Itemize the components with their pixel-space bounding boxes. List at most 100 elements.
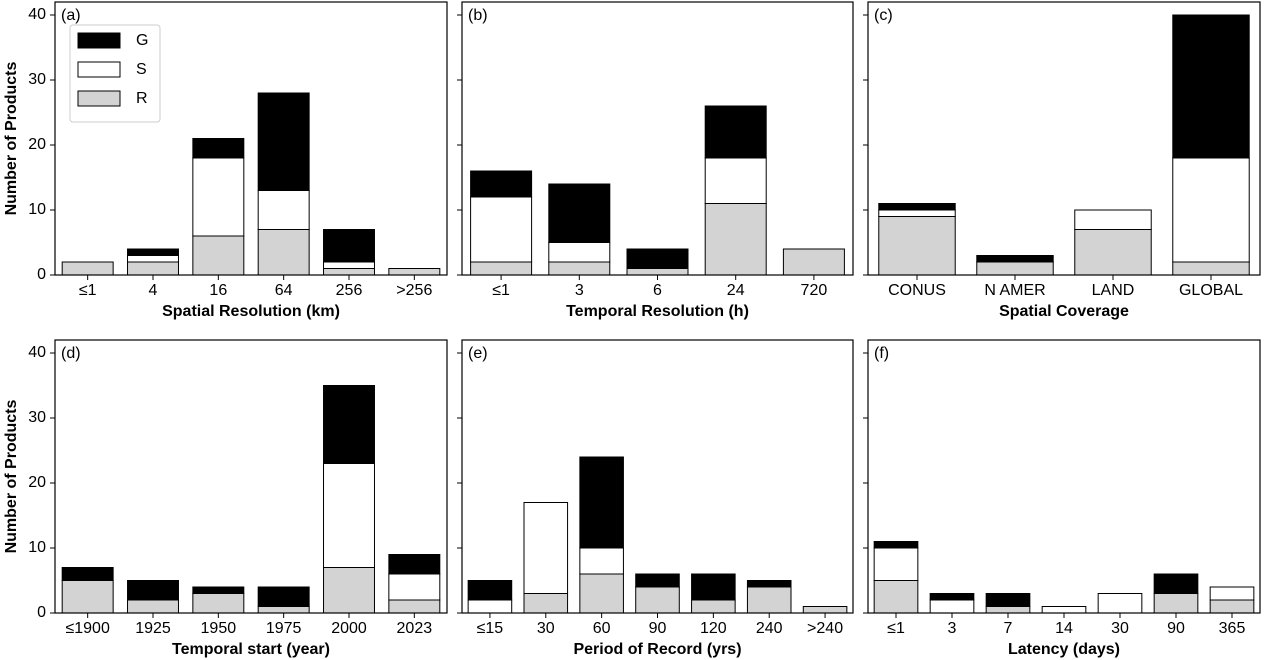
bar-segment — [1097, 593, 1143, 614]
bar-segment — [323, 261, 375, 269]
bar-segment — [1209, 586, 1255, 601]
x-tick-label: 60 — [593, 620, 611, 637]
y-tick-label: 20 — [28, 136, 46, 153]
x-tick-label: 7 — [1004, 620, 1013, 637]
x-tick-label: 120 — [700, 620, 727, 637]
x-axis-label: Temporal start (year) — [172, 641, 330, 658]
bar-segment — [1172, 261, 1250, 276]
y-axis-label: Number of Products — [3, 400, 20, 554]
bar-segment — [257, 586, 310, 607]
plot-frame — [54, 1, 448, 276]
bar-segment — [1153, 593, 1199, 614]
x-tick-label: 240 — [756, 620, 783, 637]
x-tick-label: 2023 — [397, 620, 433, 637]
bar-segment — [1209, 599, 1255, 614]
bar-segment — [704, 105, 767, 159]
bar-segment — [192, 235, 245, 276]
x-tick-label: LAND — [1092, 282, 1135, 299]
bar-segment — [802, 606, 848, 614]
bar-segment — [878, 216, 956, 276]
bar-segment — [127, 248, 179, 256]
bar-segment — [929, 593, 975, 601]
bar-segment — [61, 261, 114, 276]
bar-segment — [1172, 14, 1250, 159]
bar-segment — [470, 261, 533, 276]
bar-segment — [548, 261, 611, 276]
panel-label: (c) — [874, 7, 893, 24]
y-tick-label: 0 — [37, 604, 46, 621]
panel-label: (f) — [874, 345, 889, 362]
bar-segment — [782, 248, 845, 276]
bar-segment — [985, 606, 1031, 614]
bar-segment — [192, 157, 245, 237]
bar-segment — [257, 229, 310, 276]
bar-segment — [388, 554, 441, 575]
x-tick-label: 3 — [575, 282, 584, 299]
bar-segment — [635, 573, 680, 588]
bar-segment — [704, 157, 767, 204]
x-tick-label: 256 — [336, 282, 363, 299]
bar-segment — [192, 586, 245, 594]
bar-segment — [192, 593, 245, 614]
x-tick-label: ≤1 — [79, 282, 97, 299]
y-tick-label: 30 — [28, 71, 46, 88]
y-tick-label: 40 — [28, 6, 46, 23]
x-tick-label: 6 — [653, 282, 662, 299]
legend-swatch — [77, 90, 121, 107]
x-tick-label: 90 — [1167, 620, 1185, 637]
x-axis-label: Latency (days) — [1008, 641, 1120, 658]
panel-label: (e) — [468, 345, 488, 362]
legend-label: R — [136, 90, 148, 107]
bar-segment — [470, 170, 533, 198]
plot-frame — [867, 339, 1261, 614]
legend-label: S — [136, 61, 147, 78]
x-tick-label: 3 — [948, 620, 957, 637]
bar-segment — [873, 580, 919, 614]
x-tick-label: 2000 — [331, 620, 367, 637]
x-tick-label: CONUS — [888, 282, 946, 299]
bar-segment — [691, 599, 736, 614]
bar-segment — [127, 599, 179, 614]
bar-segment — [1074, 229, 1152, 276]
bar-segment — [388, 268, 441, 276]
x-axis-label: Spatial Resolution (km) — [162, 303, 340, 320]
bar-segment — [61, 580, 114, 614]
bar-segment — [257, 606, 310, 614]
x-tick-label: 90 — [649, 620, 667, 637]
bar-segment — [1074, 209, 1152, 230]
bar-segment — [976, 261, 1054, 276]
bar-segment — [548, 242, 611, 263]
x-tick-label: 365 — [1219, 620, 1246, 637]
x-tick-label: 16 — [209, 282, 227, 299]
y-tick-label: 30 — [28, 409, 46, 426]
bar-segment — [61, 567, 114, 581]
bar-segment — [878, 209, 956, 217]
bar-segment — [579, 456, 624, 549]
bar-segment — [127, 580, 179, 601]
bar-segment — [626, 248, 689, 269]
bar-segment — [976, 255, 1054, 263]
bar-segment — [323, 463, 375, 568]
bar-segment — [323, 385, 375, 464]
bar-segment — [388, 573, 441, 601]
plot-frame — [54, 339, 448, 614]
bar-segment — [1172, 157, 1250, 263]
bar-segment — [323, 268, 375, 276]
bar-segment — [691, 573, 736, 601]
x-tick-label: 30 — [537, 620, 555, 637]
x-tick-label: ≤1 — [492, 282, 510, 299]
bar-segment — [626, 268, 689, 276]
x-tick-label: >256 — [396, 282, 432, 299]
bar-segment — [1041, 606, 1087, 614]
x-axis-label: Temporal Resolution (h) — [566, 303, 749, 320]
y-tick-label: 0 — [37, 266, 46, 283]
x-tick-label: ≤1900 — [65, 620, 109, 637]
bar-segment — [878, 203, 956, 211]
bar-segment — [746, 586, 792, 614]
bar-segment — [257, 92, 310, 191]
bar-segment — [929, 599, 975, 614]
plot-frame — [461, 339, 854, 614]
plot-frame — [867, 1, 1261, 276]
bar-segment — [388, 599, 441, 614]
